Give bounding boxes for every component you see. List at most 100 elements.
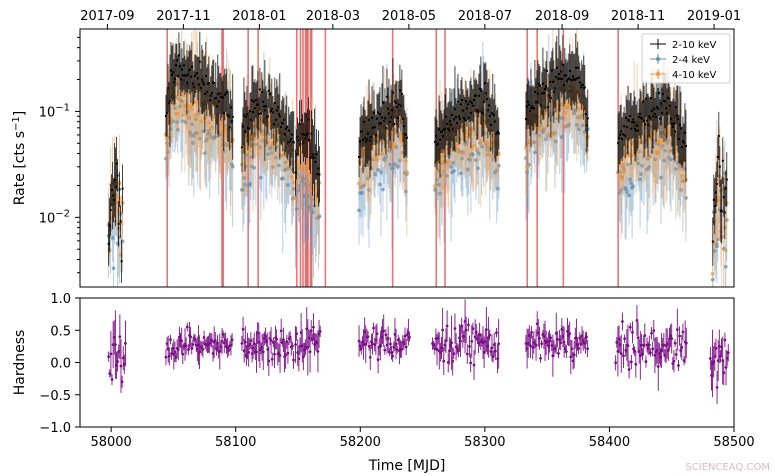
rate-point — [710, 272, 715, 276]
rate-point — [118, 188, 121, 191]
rate-point — [113, 179, 116, 182]
rate-point — [538, 84, 541, 87]
rate-point — [673, 130, 676, 133]
hardness-point — [445, 324, 449, 328]
hardness-point — [275, 337, 279, 341]
rate-point — [189, 75, 192, 78]
hardness-y-axis-label: Hardness — [12, 330, 28, 396]
rate-y-tick-exponent: −2 — [55, 208, 70, 219]
hardness-tick-label: −1.0 — [39, 421, 71, 436]
rate-point — [405, 136, 408, 139]
rate-point — [115, 162, 118, 165]
rate-point — [646, 119, 649, 122]
hardness-point — [109, 352, 113, 356]
rate-point — [264, 105, 267, 108]
rate-point — [459, 103, 462, 106]
hardness-point — [318, 330, 322, 333]
rate-y-tick-label: 10−2 — [39, 208, 70, 226]
x-tick-label: 58400 — [589, 435, 630, 450]
rate-point — [492, 114, 495, 117]
rate-point — [310, 132, 313, 135]
rate-point — [177, 54, 180, 57]
rate-point — [164, 114, 167, 117]
rate-y-tick-base: 10 — [39, 211, 56, 226]
hardness-point — [529, 344, 532, 348]
rate-point — [180, 68, 183, 71]
rate-point — [374, 134, 377, 137]
hardness-point — [634, 362, 638, 366]
rate-point — [547, 94, 550, 97]
hardness-point — [282, 338, 285, 342]
rate-point — [295, 153, 298, 156]
rate-point — [567, 77, 570, 80]
rate-point — [482, 100, 485, 103]
rate-point — [298, 122, 301, 125]
rate-y-label-main: Rate [cts s — [12, 131, 28, 205]
hardness-point — [647, 343, 651, 347]
hardness-point — [288, 335, 292, 339]
hardness-point — [249, 339, 253, 342]
hardness-point — [107, 355, 111, 359]
rate-point — [470, 101, 473, 104]
hardness-point — [116, 360, 120, 363]
rate-point — [546, 106, 549, 109]
rate-point — [476, 110, 479, 113]
hardness-point — [191, 343, 195, 346]
hardness-point — [629, 360, 633, 364]
rate-point — [359, 140, 362, 143]
rate-point — [557, 72, 560, 75]
rate-y-tick-exponent: −1 — [55, 102, 70, 113]
rate-point — [314, 160, 317, 163]
hardness-point — [717, 344, 721, 348]
hardness-point — [210, 339, 214, 343]
rate-point — [639, 112, 642, 115]
rate-point — [660, 112, 663, 115]
rate-point — [202, 83, 205, 86]
rate-point — [313, 156, 316, 159]
hardness-point — [681, 330, 685, 334]
hardness-point — [715, 386, 719, 389]
rate-point — [496, 130, 499, 133]
hardness-point — [400, 348, 404, 351]
hardness-point — [570, 347, 574, 351]
hardness-point — [555, 337, 559, 341]
rate-point — [201, 80, 204, 83]
hardness-point — [583, 341, 587, 345]
rate-point — [439, 138, 442, 141]
rate-point — [578, 81, 581, 84]
rate-point — [386, 107, 389, 110]
rate-point — [718, 165, 721, 168]
rate-point — [723, 248, 728, 253]
x-tick-label: 58100 — [215, 435, 256, 450]
rate-point — [253, 107, 256, 110]
hardness-point — [459, 339, 462, 343]
rate-point — [305, 134, 308, 137]
hardness-point — [577, 346, 581, 350]
rate-point — [542, 92, 545, 95]
rate-point — [586, 117, 589, 120]
rate-point — [456, 100, 459, 103]
rate-point — [243, 130, 246, 133]
rate-point — [725, 178, 728, 181]
rate-y-label-exponent: −1 — [11, 116, 22, 131]
rate-point — [387, 112, 390, 115]
hardness-point — [530, 330, 533, 334]
hardness-tick-label: −0.5 — [39, 389, 71, 404]
hardness-point — [110, 378, 114, 381]
hardness-point — [308, 350, 312, 354]
rate-point — [318, 173, 321, 176]
rate-point — [636, 124, 639, 127]
hardness-point — [309, 329, 313, 333]
rate-point — [529, 106, 532, 109]
rate-point — [173, 77, 176, 80]
rate-point — [254, 99, 257, 102]
hardness-point — [620, 320, 624, 323]
rate-point — [442, 135, 445, 138]
rate-point — [176, 74, 179, 77]
rate-point — [528, 109, 531, 112]
rate-point — [480, 111, 483, 114]
hardness-point — [366, 335, 370, 339]
hardness-point — [568, 332, 572, 336]
rate-point — [713, 204, 716, 207]
hardness-point — [474, 330, 478, 334]
